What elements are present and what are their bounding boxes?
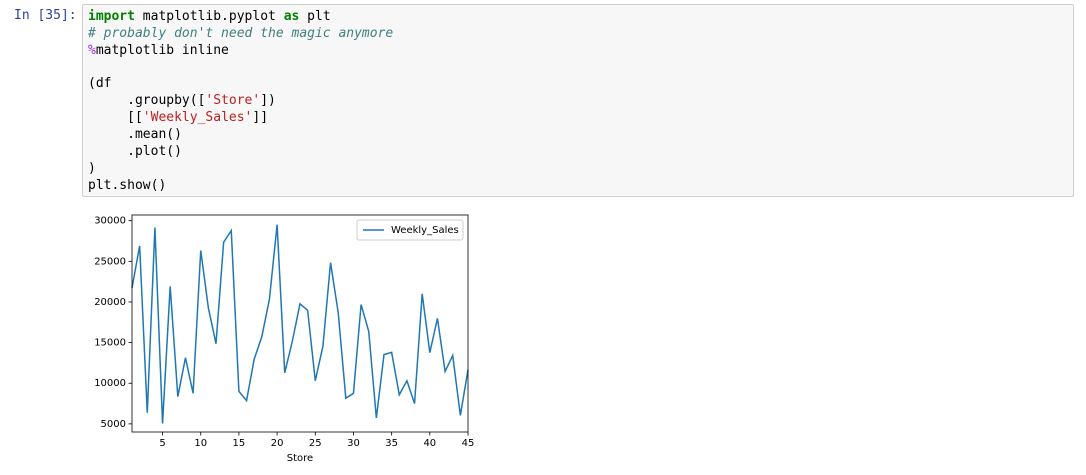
code-token: matplotlib.pyplot [134,9,284,24]
code-token: ]] [252,110,269,125]
data-line [131,224,469,424]
legend-box [356,219,464,241]
code-line: ) [88,160,1068,177]
code-token: .plot() [88,144,182,159]
code-line: .groupby(['Store']) [88,92,1068,109]
code-token: # probably don't need the magic anymore [88,26,394,41]
y-tick-label: 5000 [101,419,126,430]
code-token: 'Store' [205,93,261,108]
code-block: (df .groupby(['Store']) [['Weekly_Sales'… [88,75,1068,194]
y-tick-label: 30000 [94,216,126,227]
x-tick-label: 20 [271,438,284,449]
code-token: 'Weekly_Sales' [142,110,253,125]
code-token: matplotlib inline [95,43,229,58]
code-line: (df [88,75,1068,92]
code-line: [['Weekly_Sales']] [88,109,1068,126]
code-token: plt.show() [88,178,167,193]
code-block: import matplotlib.pyplot as plt # probabl… [88,8,1068,59]
code-token: as [283,9,300,24]
axes-frame [131,214,469,433]
chart: 5000 10000 15000 20000 25000 30000 5 10 15 20 25 30… [94,214,475,464]
code-cell[interactable]: import matplotlib.pyplot as plt # probabl… [82,4,1074,197]
x-tick-label: 40 [423,438,436,449]
code-token: (df [88,76,112,91]
code-line: %matplotlib inline [88,42,1068,59]
x-axis-label: Store [287,453,313,464]
y-tick-label: 20000 [94,297,126,308]
x-tick-label: 30 [347,438,360,449]
code-token: % [88,43,96,58]
y-tick-label: 10000 [94,378,126,389]
code-token: .mean() [88,127,182,142]
code-line: # probably don't need the magic anymore [88,25,1068,42]
x-tick-label: 5 [159,438,165,449]
x-tick-label: 25 [309,438,322,449]
x-tick-label: 15 [233,438,246,449]
code-token: ) [88,161,96,176]
code-token: ]) [260,93,276,108]
x-tick-label: 10 [194,438,207,449]
code-token: .groupby([ [88,93,206,108]
code-line: import matplotlib.pyplot as plt [88,8,1068,25]
code-line: .mean() [88,126,1068,143]
x-tick-label: 35 [385,438,398,449]
legend-label: Weekly_Sales [391,225,459,236]
code-token: import [88,9,135,24]
code-line: .plot() [88,143,1068,160]
prompt: In [35]: [14,8,77,23]
y-tick-label: 15000 [94,338,126,349]
code-token: [[ [88,110,143,125]
x-tick-label: 45 [462,438,475,449]
y-tick-label: 25000 [94,256,126,267]
code-token: plt [299,9,331,24]
code-line: plt.show() [88,177,1068,194]
